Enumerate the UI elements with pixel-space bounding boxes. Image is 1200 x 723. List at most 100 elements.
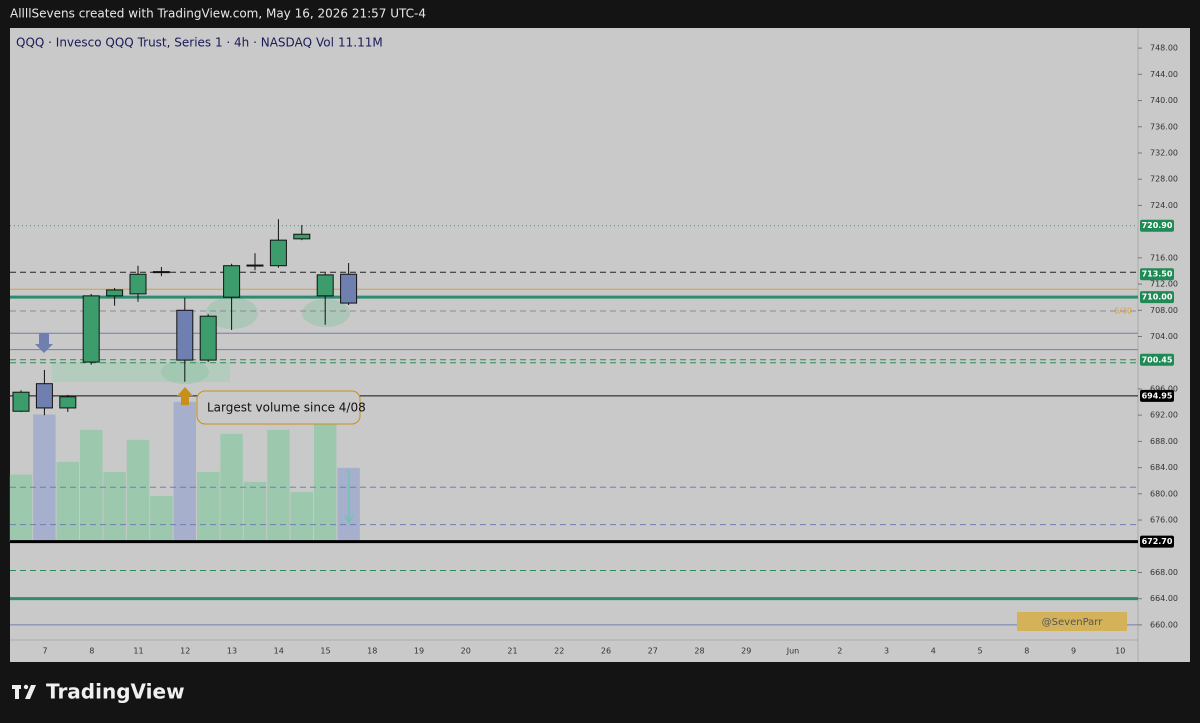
candle-body [293, 233, 311, 240]
price-label-bg [1140, 389, 1174, 402]
volume-bar [267, 429, 290, 542]
volume-bar [220, 433, 243, 542]
volume-bar [56, 461, 79, 542]
arrow [35, 333, 53, 353]
y-tick-label: 732.00 [1150, 148, 1178, 157]
x-tick-label: 21 [507, 647, 517, 656]
candle-body [176, 309, 194, 361]
zone [302, 299, 350, 327]
price-label: 672.70 [1142, 537, 1173, 546]
x-tick-label: 29 [741, 647, 751, 656]
candle-body [269, 239, 287, 267]
price-label-bg [1140, 535, 1174, 548]
volume-bar [150, 495, 173, 542]
x-tick-label: 13 [227, 647, 237, 656]
volume-bar [103, 471, 126, 542]
candle-body [316, 274, 334, 297]
x-tick-label: 8 [89, 647, 94, 656]
y-tick-label: 748.00 [1150, 44, 1178, 53]
x-tick-label: 14 [274, 647, 284, 656]
y-tick-label: 696.00 [1150, 384, 1178, 393]
y-tick-label: 692.00 [1150, 411, 1178, 420]
candle-body [246, 264, 264, 267]
x-tick-label: 12 [180, 647, 190, 656]
candle-body [223, 265, 241, 298]
price-label-bg [1140, 268, 1174, 281]
candle-body [59, 396, 77, 409]
logo-mark [15, 685, 19, 699]
volume-bar [126, 439, 150, 542]
candle-body [199, 315, 217, 361]
arrow [177, 387, 193, 405]
price-label: 694.95 [1142, 391, 1173, 400]
price-label: 710.00 [1142, 293, 1173, 302]
x-tick-label: 8 [1024, 647, 1029, 656]
level-note: 6/30 [1114, 306, 1132, 315]
logo-mark [25, 685, 36, 699]
x-tick-label: 22 [554, 647, 564, 656]
volume-value: 11.11M [338, 36, 383, 50]
y-tick-label: 668.00 [1150, 568, 1178, 577]
x-tick-label: 3 [884, 647, 889, 656]
y-tick-label: 684.00 [1150, 463, 1178, 472]
price-label: 720.90 [1142, 221, 1173, 230]
y-tick-label: 744.00 [1150, 70, 1178, 79]
callout [196, 390, 361, 425]
y-tick-label: 660.00 [1150, 620, 1178, 629]
annotation: Largest volume since 4/08 [207, 401, 366, 415]
y-tick-label: 676.00 [1150, 516, 1178, 525]
y-tick-label: 716.00 [1150, 253, 1178, 262]
footer: TradingView [46, 680, 185, 704]
y-tick-label: 664.00 [1150, 594, 1178, 603]
arrow [344, 515, 354, 523]
y-tick-label: 708.00 [1150, 306, 1178, 315]
x-tick-label: 2 [837, 647, 842, 656]
candle-body [106, 289, 124, 297]
volume-bar [80, 429, 103, 542]
volume-bar [243, 481, 267, 542]
x-tick-label: Jun [786, 647, 800, 656]
x-tick-label: 7 [42, 647, 47, 656]
volume-bar [9, 474, 33, 542]
volume-bar [290, 491, 313, 542]
x-tick-label: 19 [414, 647, 424, 656]
volume-bar [33, 414, 56, 542]
x-tick-label: 9 [1071, 647, 1076, 656]
candle-body [340, 273, 358, 304]
price-label-bg [1140, 353, 1174, 366]
logo-mark [23, 684, 29, 690]
y-tick-label: 712.00 [1150, 280, 1178, 289]
y-tick-label: 688.00 [1150, 437, 1178, 446]
volume-legend: Vol 11.11M [316, 36, 383, 50]
header: AllllSevens created with TradingView.com… [10, 7, 426, 21]
x-tick-label: 27 [648, 647, 658, 656]
price-label-bg [1140, 291, 1174, 304]
x-tick-label: 26 [601, 647, 611, 656]
candle-body [152, 271, 170, 274]
x-tick-label: 4 [931, 647, 936, 656]
x-tick-label: 10 [1115, 647, 1125, 656]
price-label-bg [1140, 219, 1174, 232]
y-tick-label: 740.00 [1150, 96, 1178, 105]
watermark-box [1017, 612, 1127, 631]
candle-body [35, 383, 53, 409]
x-tick-label: 18 [367, 647, 377, 656]
x-tick-label: 15 [320, 647, 330, 656]
volume-bar [197, 471, 220, 542]
volume-bar [314, 424, 337, 542]
y-tick-label: 728.00 [1150, 175, 1178, 184]
x-tick-label: 5 [977, 647, 982, 656]
chart-title: QQQ · Invesco QQQ Trust, Series 1 · 4h ·… [16, 36, 312, 50]
y-tick-label: 736.00 [1150, 122, 1178, 131]
candle-body [82, 295, 100, 363]
x-tick-label: 11 [133, 647, 143, 656]
volume-bar [173, 401, 196, 542]
x-tick-label: 20 [461, 647, 471, 656]
y-tick-label: 724.00 [1150, 201, 1178, 210]
watermark: @SevenParr [1042, 617, 1104, 628]
candle-body [129, 273, 147, 295]
x-tick-label: 28 [694, 647, 704, 656]
y-tick-label: 680.00 [1150, 489, 1178, 498]
